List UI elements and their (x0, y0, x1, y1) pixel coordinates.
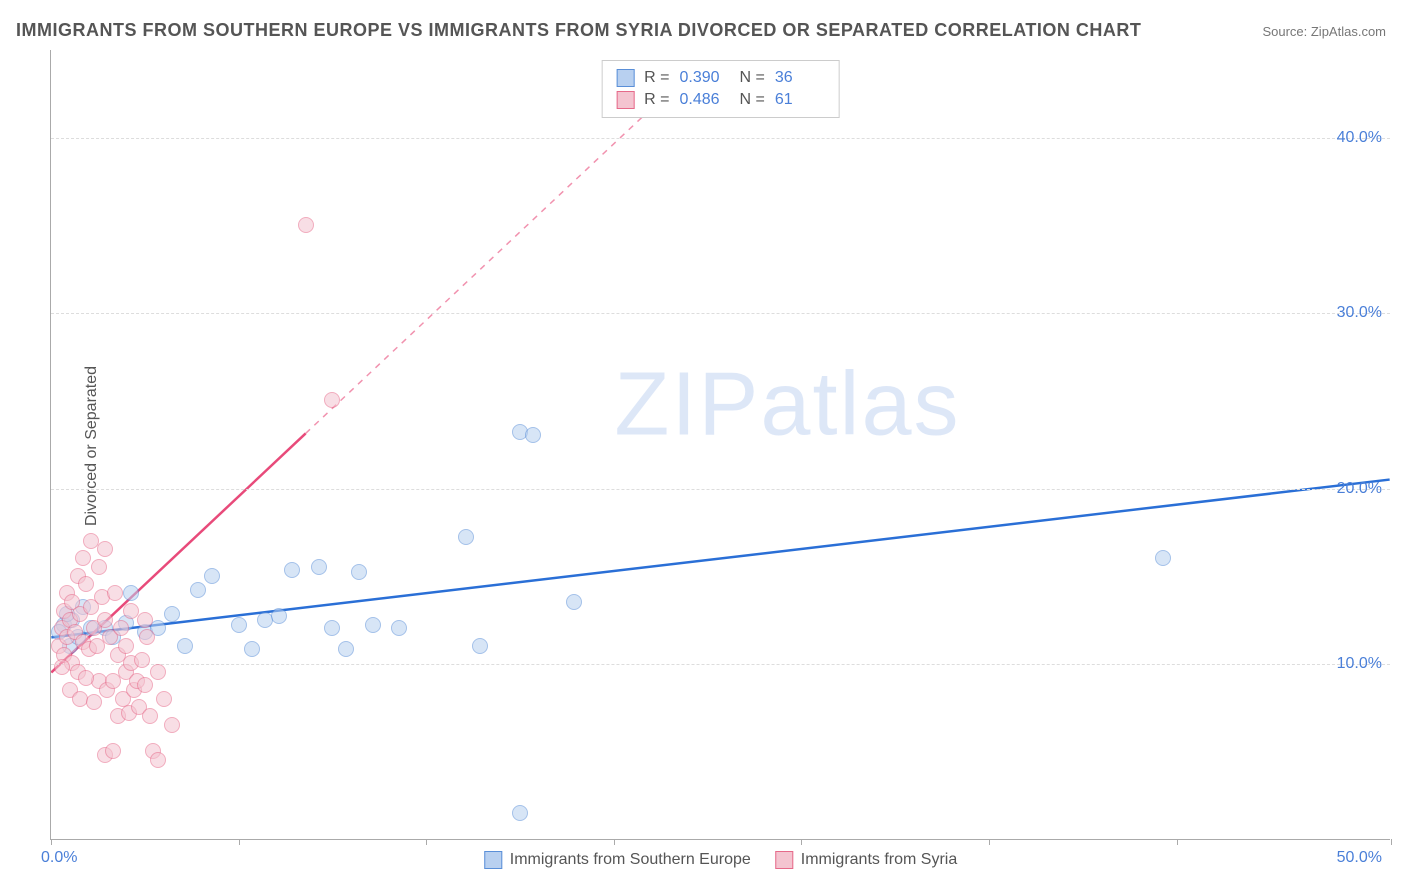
chart-title: IMMIGRANTS FROM SOUTHERN EUROPE VS IMMIG… (16, 20, 1141, 41)
r-value-0: 0.390 (680, 69, 730, 87)
data-point (86, 694, 102, 710)
data-point (107, 585, 123, 601)
data-point (311, 559, 327, 575)
data-point (244, 641, 260, 657)
x-tick (426, 839, 427, 845)
data-point (324, 620, 340, 636)
data-point (231, 617, 247, 633)
swatch-series-1 (616, 91, 634, 109)
gridline (51, 489, 1390, 490)
stats-row-series-0: R = 0.390 N = 36 (616, 67, 825, 89)
legend-item-0: Immigrants from Southern Europe (484, 851, 751, 869)
data-point (458, 529, 474, 545)
gridline (51, 313, 1390, 314)
data-point (54, 659, 70, 675)
data-point (105, 743, 121, 759)
data-point (1155, 550, 1171, 566)
data-point (298, 217, 314, 233)
n-label: N = (740, 91, 765, 109)
swatch-bottom-0 (484, 851, 502, 869)
x-tick (989, 839, 990, 845)
data-point (525, 427, 541, 443)
swatch-bottom-1 (775, 851, 793, 869)
watermark-zip: ZIP (614, 355, 760, 455)
legend-item-1: Immigrants from Syria (775, 851, 957, 869)
r-value-1: 0.486 (680, 91, 730, 109)
stats-row-series-1: R = 0.486 N = 61 (616, 89, 825, 111)
x-tick (614, 839, 615, 845)
trend-lines (51, 50, 1390, 839)
data-point (351, 564, 367, 580)
data-point (164, 717, 180, 733)
legend-label-0: Immigrants from Southern Europe (510, 851, 751, 869)
data-point (91, 559, 107, 575)
data-point (150, 664, 166, 680)
r-label: R = (644, 69, 669, 87)
data-point (284, 562, 300, 578)
x-tick (239, 839, 240, 845)
data-point (137, 612, 153, 628)
data-point (75, 550, 91, 566)
n-value-0: 36 (775, 69, 825, 87)
data-point (177, 638, 193, 654)
x-tick (51, 839, 52, 845)
data-point (512, 805, 528, 821)
plot-area: ZIPatlas R = 0.390 N = 36 R = 0.486 N = … (50, 50, 1390, 840)
y-tick-label: 20.0% (1337, 480, 1382, 498)
data-point (97, 612, 113, 628)
y-tick-label: 40.0% (1337, 129, 1382, 147)
x-tick (1177, 839, 1178, 845)
x-axis-min-label: 0.0% (41, 849, 77, 867)
data-point (391, 620, 407, 636)
watermark-atlas: atlas (760, 355, 960, 455)
x-axis-max-label: 50.0% (1337, 849, 1382, 867)
data-point (139, 629, 155, 645)
watermark: ZIPatlas (614, 354, 960, 457)
r-label: R = (644, 91, 669, 109)
swatch-series-0 (616, 69, 634, 87)
source-label: Source: ZipAtlas.com (1262, 24, 1386, 39)
legend-label-1: Immigrants from Syria (801, 851, 957, 869)
data-point (324, 392, 340, 408)
y-tick-label: 30.0% (1337, 304, 1382, 322)
stats-legend: R = 0.390 N = 36 R = 0.486 N = 61 (601, 60, 840, 118)
data-point (113, 620, 129, 636)
data-point (134, 652, 150, 668)
data-point (142, 708, 158, 724)
data-point (150, 752, 166, 768)
y-tick-label: 10.0% (1337, 655, 1382, 673)
data-point (118, 638, 134, 654)
data-point (566, 594, 582, 610)
data-point (365, 617, 381, 633)
data-point (204, 568, 220, 584)
gridline (51, 138, 1390, 139)
data-point (78, 576, 94, 592)
data-point (97, 541, 113, 557)
data-point (78, 670, 94, 686)
n-value-1: 61 (775, 91, 825, 109)
n-label: N = (740, 69, 765, 87)
data-point (338, 641, 354, 657)
data-point (156, 691, 172, 707)
data-point (164, 606, 180, 622)
data-point (271, 608, 287, 624)
data-point (472, 638, 488, 654)
gridline (51, 664, 1390, 665)
data-point (190, 582, 206, 598)
data-point (137, 677, 153, 693)
data-point (123, 585, 139, 601)
bottom-legend: Immigrants from Southern Europe Immigran… (484, 851, 957, 869)
x-tick (801, 839, 802, 845)
x-tick (1391, 839, 1392, 845)
